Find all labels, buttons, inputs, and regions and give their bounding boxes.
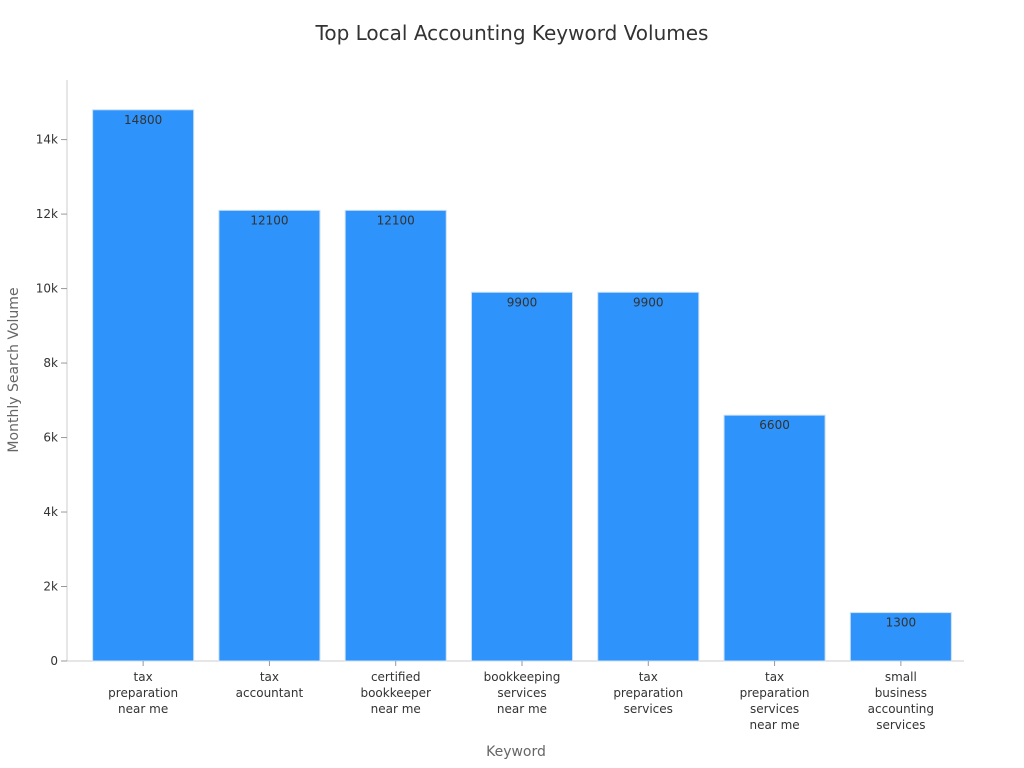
bar xyxy=(849,612,952,662)
x-tick-label: bookkeeping services near me xyxy=(484,670,561,716)
y-tick-label: 0 xyxy=(50,654,58,668)
bar xyxy=(597,291,700,662)
x-axis-label: Keyword xyxy=(486,744,546,760)
bar-data-label: 12100 xyxy=(250,213,288,227)
y-tick-label: 6k xyxy=(43,431,58,445)
bar xyxy=(344,209,447,662)
bars xyxy=(92,109,952,662)
x-tick-label: small business accounting services xyxy=(868,670,934,732)
bar-data-label: 1300 xyxy=(886,616,917,630)
y-axis-label: Monthly Search Volume xyxy=(6,287,22,452)
y-tick-label: 12k xyxy=(36,207,58,221)
y-tick-label: 2k xyxy=(43,580,58,594)
y-tick-label: 14k xyxy=(36,133,58,147)
x-tick-label: tax preparation services near me xyxy=(740,670,810,732)
bar-data-label: 9900 xyxy=(507,295,538,309)
y-axis: 0 2k 4k 6k 8k 10k 12k 14k xyxy=(36,80,68,668)
x-tick-label: tax preparation near me xyxy=(108,670,178,716)
x-tick-label: tax preparation services xyxy=(613,670,683,716)
bar-data-label: 14800 xyxy=(124,113,162,127)
bar-data-label: 6600 xyxy=(759,418,790,432)
y-tick-label: 4k xyxy=(43,505,58,519)
x-tick-label: certified bookkeeper near me xyxy=(360,670,431,716)
data-labels: 14800 12100 12100 9900 9900 6600 1300 xyxy=(124,113,916,630)
x-tick-labels: tax preparation near me tax accountant certif… xyxy=(108,661,934,732)
y-tick-label: 10k xyxy=(36,282,58,296)
bar xyxy=(218,209,321,662)
y-tick-label: 8k xyxy=(43,356,58,370)
bar xyxy=(470,291,574,662)
bar-data-label: 12100 xyxy=(377,213,415,227)
chart-title: Top Local Accounting Keyword Volumes xyxy=(315,21,709,45)
x-tick-label: tax accountant xyxy=(236,670,304,700)
bar xyxy=(723,414,826,662)
bar-data-label: 9900 xyxy=(633,295,664,309)
bar xyxy=(92,109,195,662)
